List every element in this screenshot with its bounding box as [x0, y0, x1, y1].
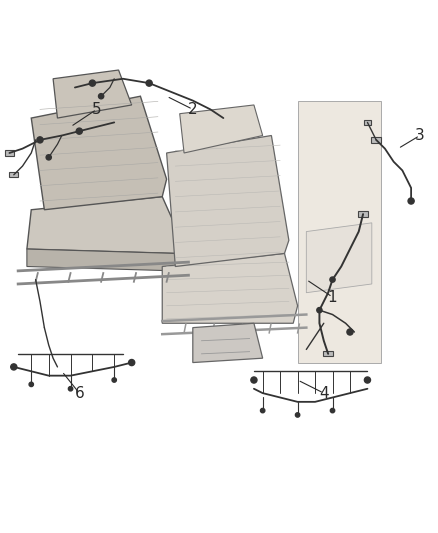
- Polygon shape: [27, 197, 180, 253]
- Polygon shape: [193, 323, 263, 362]
- Circle shape: [295, 413, 300, 417]
- Circle shape: [29, 382, 33, 386]
- Circle shape: [11, 364, 17, 370]
- Bar: [364, 120, 371, 125]
- Circle shape: [99, 94, 104, 99]
- Polygon shape: [306, 223, 372, 293]
- Polygon shape: [297, 101, 381, 362]
- Circle shape: [261, 408, 265, 413]
- Circle shape: [330, 277, 335, 282]
- Bar: [5, 150, 14, 156]
- Circle shape: [146, 80, 152, 86]
- Circle shape: [68, 386, 73, 391]
- Circle shape: [408, 198, 414, 204]
- Circle shape: [46, 155, 51, 160]
- Circle shape: [112, 378, 117, 382]
- Circle shape: [129, 359, 135, 366]
- Polygon shape: [180, 105, 263, 153]
- Bar: [358, 212, 368, 217]
- Text: 5: 5: [92, 102, 102, 117]
- Text: 6: 6: [74, 385, 84, 401]
- Circle shape: [330, 408, 335, 413]
- Text: 1: 1: [328, 289, 337, 304]
- Bar: [219, 116, 228, 120]
- Circle shape: [37, 137, 43, 143]
- Polygon shape: [166, 135, 289, 266]
- Circle shape: [76, 128, 82, 134]
- Polygon shape: [53, 70, 132, 118]
- Text: 3: 3: [415, 128, 425, 143]
- Polygon shape: [31, 96, 166, 210]
- Bar: [10, 172, 18, 177]
- Polygon shape: [162, 253, 297, 323]
- Circle shape: [347, 329, 353, 335]
- Text: 4: 4: [319, 385, 328, 401]
- Text: 2: 2: [188, 102, 198, 117]
- Polygon shape: [27, 249, 175, 271]
- Bar: [371, 138, 381, 142]
- Circle shape: [317, 308, 322, 313]
- Circle shape: [251, 377, 257, 383]
- Circle shape: [364, 377, 371, 383]
- Bar: [323, 351, 333, 357]
- Circle shape: [89, 80, 95, 86]
